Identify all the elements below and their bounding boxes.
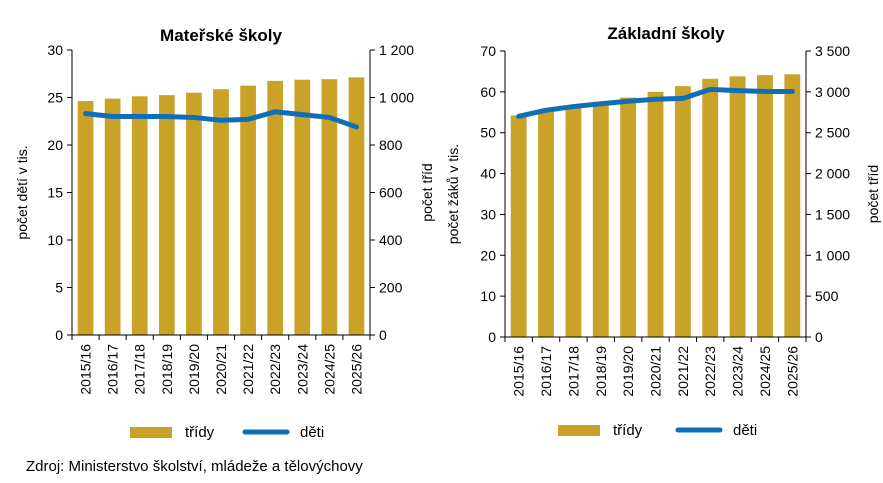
chart-title: Mateřské školy: [160, 26, 282, 45]
y-tick-label-left: 30: [480, 206, 496, 222]
x-tick-label: 2025/26: [784, 346, 800, 397]
bar: [510, 115, 527, 337]
bar: [702, 78, 719, 337]
y-tick-label-left: 0: [488, 329, 496, 345]
y-axis-label-left: počet žáků v tis.: [445, 144, 461, 244]
bar: [674, 86, 691, 337]
x-tick-label: 2015/16: [78, 344, 94, 395]
bar: [538, 109, 554, 337]
y-tick-label-left: 70: [480, 43, 496, 59]
legend-swatch-bars: [558, 425, 600, 436]
x-tick-label: 2016/17: [105, 344, 121, 395]
x-tick-label: 2016/17: [538, 346, 554, 397]
x-tick-label: 2018/19: [593, 346, 609, 397]
chart-2: Základní školy 0 10 20 30 40 50 60 70 0 500 1 000 1 …: [445, 24, 881, 439]
y-tick-label-right: 200: [379, 280, 403, 296]
x-tick-label: 2021/22: [675, 346, 691, 397]
x-tick-label: 2019/20: [186, 344, 202, 395]
y-tick-label-left: 10: [47, 232, 63, 248]
chart-title: Základní školy: [607, 24, 725, 43]
y-tick-label-left: 15: [47, 185, 63, 201]
legend-label-line: děti: [300, 424, 324, 441]
y-tick-label-right: 400: [379, 232, 403, 248]
y-tick-label-right: 3 000: [815, 84, 850, 100]
bar: [294, 79, 311, 335]
x-tick-label: 2017/18: [132, 344, 148, 395]
bar: [186, 92, 202, 335]
y-tick-label-right: 0: [815, 329, 823, 345]
legend-label-line: děti: [733, 422, 757, 439]
x-tick-label: 2015/16: [511, 346, 527, 397]
bar: [348, 77, 365, 335]
x-tick-label: 2025/26: [348, 344, 364, 395]
x-tick-label: 2018/19: [159, 344, 175, 395]
bar: [757, 75, 773, 337]
bar: [592, 101, 609, 337]
bar: [565, 105, 582, 338]
y-axis-label-left: počet dětí v tis.: [14, 145, 30, 239]
y-tick-label-left: 20: [480, 247, 496, 263]
legend-label-bars: třídy: [185, 424, 215, 441]
x-tick-label: 2020/21: [648, 346, 664, 397]
y-axis-label-right: počet tříd: [419, 163, 435, 221]
bar: [213, 89, 229, 335]
y-tick-label-left: 60: [480, 84, 496, 100]
bar: [77, 101, 94, 335]
bar: [620, 97, 637, 337]
bar: [240, 85, 256, 335]
bar: [158, 95, 175, 335]
y-tick-label-right: 1 500: [815, 206, 850, 222]
y-tick-label-left: 30: [47, 42, 63, 58]
y-tick-label-left: 40: [480, 166, 496, 182]
x-tick-label: 2021/22: [240, 344, 256, 395]
x-tick-label: 2024/25: [321, 344, 337, 395]
y-tick-label-right: 2 500: [815, 125, 850, 141]
bar: [784, 74, 801, 337]
bar: [267, 80, 284, 335]
chart-1: Mateřské školy 0 5 10 15 20 25 30 0 200 400 600 800 1…: [14, 26, 435, 441]
y-tick-label-right: 1 000: [815, 247, 850, 263]
y-tick-label-left: 25: [47, 90, 63, 106]
x-tick-label: 2023/24: [730, 346, 746, 397]
x-tick-label: 2024/25: [757, 346, 773, 397]
legend-label-bars: třídy: [613, 422, 643, 439]
bar: [104, 98, 121, 335]
x-tick-label: 2023/24: [294, 344, 310, 395]
y-tick-label-right: 3 500: [815, 43, 850, 59]
bar: [647, 91, 664, 337]
y-tick-label-right: 500: [815, 288, 839, 304]
y-tick-label-left: 5: [55, 280, 63, 296]
bar: [729, 76, 746, 338]
bar: [131, 96, 148, 335]
y-axis-label-right: počet tříd: [865, 165, 881, 223]
x-tick-label: 2022/23: [702, 346, 718, 397]
x-tick-label: 2022/23: [267, 344, 283, 395]
y-tick-label-right: 2 000: [815, 166, 850, 182]
y-tick-label-right: 800: [379, 137, 403, 153]
y-tick-label-left: 50: [480, 125, 496, 141]
y-tick-label-left: 10: [480, 288, 496, 304]
source-note: Zdroj: Ministerstvo školství, mládeže a …: [26, 458, 363, 475]
x-tick-label: 2017/18: [565, 346, 581, 397]
bar: [321, 79, 338, 336]
y-tick-label-right: 600: [379, 185, 403, 201]
y-tick-label-right: 0: [379, 327, 387, 343]
y-tick-label-right: 1 000: [379, 90, 414, 106]
y-tick-label-right: 1 200: [379, 42, 414, 58]
x-tick-label: 2019/20: [620, 346, 636, 397]
x-tick-label: 2020/21: [213, 344, 229, 395]
legend-swatch-bars: [130, 427, 172, 438]
y-tick-label-left: 20: [47, 137, 63, 153]
y-tick-label-left: 0: [55, 327, 63, 343]
